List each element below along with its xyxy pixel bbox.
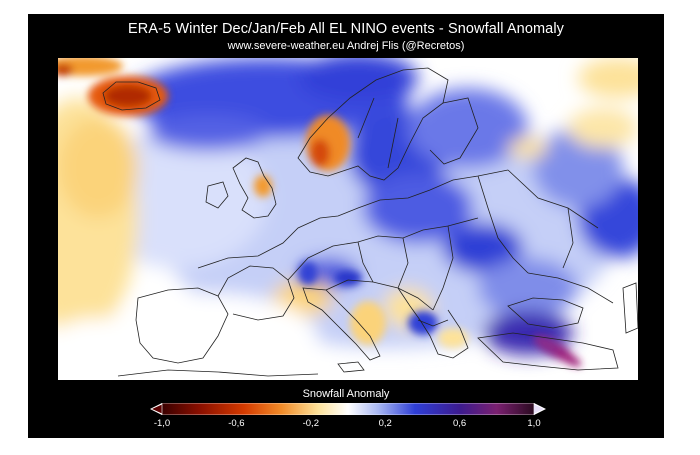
- country-borders: [102, 67, 638, 377]
- colorbar-svg: [150, 402, 546, 416]
- anomaly-field: [58, 58, 638, 380]
- colorbar-tick-label: -1,0: [153, 418, 171, 429]
- map-canvas: [58, 58, 638, 380]
- map-subtitle: www.severe-weather.eu Andrej Flis (@Recr…: [227, 40, 465, 52]
- colorbar-tick-label: 0,2: [378, 418, 392, 429]
- map-title: ERA-5 Winter Dec/Jan/Feb All EL NINO eve…: [128, 21, 564, 37]
- colorbar: [150, 402, 546, 416]
- colorbar-tick-label: 0,6: [452, 418, 467, 429]
- anomaly-detail: [58, 58, 582, 367]
- colorbar-tick-label: -0,6: [228, 418, 245, 429]
- legend-title: Snowfall Anomaly: [302, 388, 390, 400]
- snowfall-anomaly-map: [58, 58, 638, 380]
- figure-frame: ERA-5 Winter Dec/Jan/Feb All EL NINO eve…: [28, 14, 664, 438]
- colorbar-tick-label: -0,2: [302, 418, 319, 429]
- colorbar-gradient: [161, 402, 535, 416]
- colorbar-tick-label: 1,0: [527, 418, 541, 429]
